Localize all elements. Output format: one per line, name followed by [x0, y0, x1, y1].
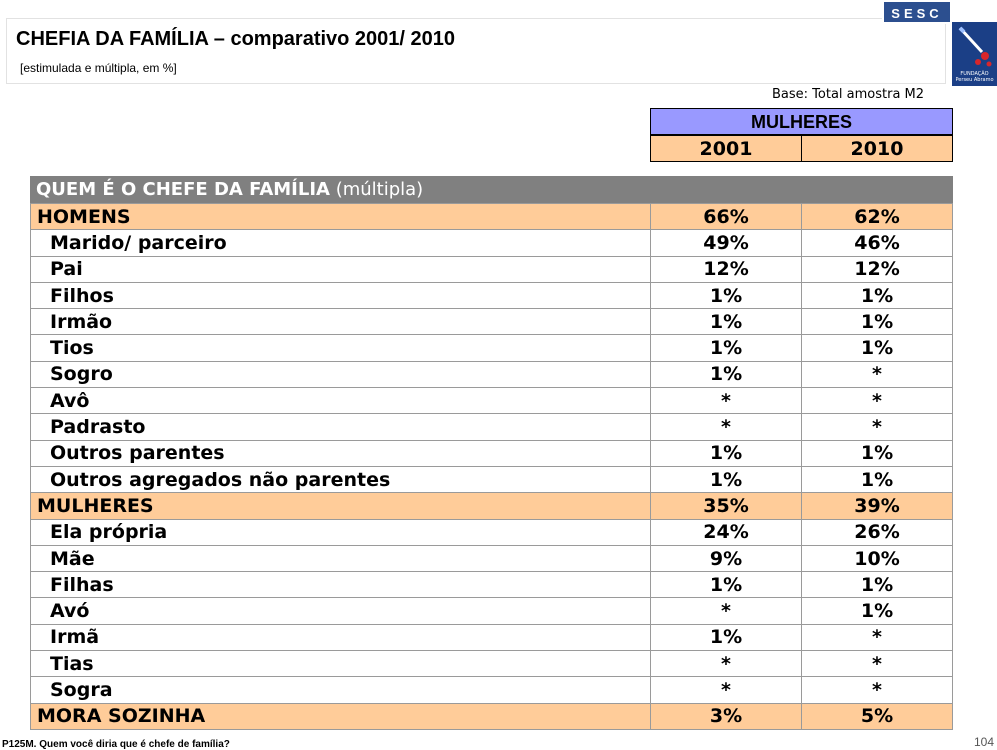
value-2001: 1%	[650, 281, 802, 310]
year-header-2001: 2001	[650, 135, 802, 162]
row-label: Filhos	[30, 281, 651, 310]
value-2010: *	[801, 623, 953, 652]
data-table: HOMENS 66% 62% Marido/ parceiro 49% 46% Pai 12%…	[30, 202, 953, 730]
table-row: Irmão 1% 1%	[30, 308, 953, 336]
table-row: Sogro 1% *	[30, 360, 953, 389]
table-row: Outros parentes 1% 1%	[30, 439, 953, 467]
value-2010: 26%	[801, 518, 953, 546]
row-label: Tias	[30, 650, 651, 678]
page-number: 104	[974, 735, 995, 749]
group-row: MORA SOZINHA 3% 5%	[30, 702, 953, 730]
row-label: MORA SOZINHA	[30, 702, 651, 730]
value-2001: 1%	[650, 439, 802, 467]
fundacao-logo-text: FUNDAÇÃO Perseu Abramo	[955, 71, 994, 83]
sesc-logo: SESC	[882, 0, 952, 24]
table-row: Tios 1% 1%	[30, 334, 953, 362]
year-header-2010: 2010	[801, 135, 953, 162]
row-label: Filhas	[30, 571, 651, 599]
table-row: Tias * *	[30, 650, 953, 678]
value-2001: 9%	[650, 544, 802, 573]
base-note: Base: Total amostra M2	[772, 87, 925, 102]
group-row: MULHERES 35% 39%	[30, 492, 953, 520]
value-2010: *	[801, 650, 953, 678]
value-2001: *	[650, 387, 802, 415]
value-2010: *	[801, 387, 953, 415]
section-note: (múltipla)	[335, 179, 424, 200]
table-row: Sogra * *	[30, 676, 953, 704]
row-label: Irmã	[30, 623, 651, 652]
table-row: Marido/ parceiro 49% 46%	[30, 229, 953, 257]
table-row: Ela própria 24% 26%	[30, 518, 953, 546]
row-label: Marido/ parceiro	[30, 229, 651, 257]
value-2010: 1%	[801, 281, 953, 310]
table-row: Filhas 1% 1%	[30, 571, 953, 599]
page-title: CHEFIA DA FAMÍLIA – comparativo 2001/ 20…	[16, 28, 456, 50]
value-2010: *	[801, 413, 953, 441]
table-row: Pai 12% 12%	[30, 255, 953, 283]
row-label: MULHERES	[30, 492, 651, 520]
section-header: QUEM É O CHEFE DA FAMÍLIA (múltipla)	[30, 176, 953, 203]
row-label: Sogro	[30, 360, 651, 389]
value-2010: 10%	[801, 544, 953, 573]
row-label: Pai	[30, 255, 651, 283]
value-2010: *	[801, 676, 953, 704]
row-label: Avó	[30, 597, 651, 625]
value-2001: 1%	[650, 334, 802, 362]
value-2010: *	[801, 360, 953, 389]
value-2010: 1%	[801, 465, 953, 494]
table-row: Mãe 9% 10%	[30, 544, 953, 573]
table-row: Avô * *	[30, 387, 953, 415]
pen-icon	[958, 26, 992, 67]
value-2001: 1%	[650, 465, 802, 494]
table-row: Irmã 1% *	[30, 623, 953, 652]
row-label: Outros parentes	[30, 439, 651, 467]
value-2001: 1%	[650, 360, 802, 389]
value-2001: *	[650, 676, 802, 704]
value-2010: 39%	[801, 492, 953, 520]
value-2001: 3%	[650, 702, 802, 730]
value-2010: 5%	[801, 702, 953, 730]
page-subtitle: [estimulada e múltipla, em %]	[20, 61, 177, 75]
value-2001: 35%	[650, 492, 802, 520]
value-2001: *	[650, 597, 802, 625]
column-group-header: MULHERES	[650, 108, 953, 135]
row-label: Irmão	[30, 308, 651, 336]
value-2010: 1%	[801, 334, 953, 362]
table-row: Outros agregados não parentes 1% 1%	[30, 465, 953, 494]
value-2001: 24%	[650, 518, 802, 546]
value-2001: 49%	[650, 229, 802, 257]
title-frame	[6, 18, 946, 84]
row-label: HOMENS	[30, 202, 651, 231]
value-2010: 62%	[801, 202, 953, 231]
group-row: HOMENS 66% 62%	[30, 202, 953, 231]
fundacao-logo: FUNDAÇÃO Perseu Abramo	[952, 22, 997, 86]
table-row: Avó * 1%	[30, 597, 953, 625]
section-title: QUEM É O CHEFE DA FAMÍLIA	[36, 179, 330, 200]
value-2001: *	[650, 413, 802, 441]
row-label: Tios	[30, 334, 651, 362]
table-row: Padrasto * *	[30, 413, 953, 441]
value-2001: *	[650, 650, 802, 678]
row-label: Avô	[30, 387, 651, 415]
value-2001: 1%	[650, 308, 802, 336]
row-label: Outros agregados não parentes	[30, 465, 651, 494]
row-label: Mãe	[30, 544, 651, 573]
table-row: Filhos 1% 1%	[30, 281, 953, 310]
value-2010: 46%	[801, 229, 953, 257]
row-label: Padrasto	[30, 413, 651, 441]
value-2010: 1%	[801, 597, 953, 625]
value-2001: 12%	[650, 255, 802, 283]
row-label: Sogra	[30, 676, 651, 704]
value-2010: 1%	[801, 439, 953, 467]
value-2010: 1%	[801, 571, 953, 599]
row-label: Ela própria	[30, 518, 651, 546]
value-2010: 12%	[801, 255, 953, 283]
value-2001: 1%	[650, 571, 802, 599]
value-2010: 1%	[801, 308, 953, 336]
question-footnote: P125M. Quem você diria que é chefe de fa…	[2, 739, 230, 750]
value-2001: 66%	[650, 202, 802, 231]
value-2001: 1%	[650, 623, 802, 652]
